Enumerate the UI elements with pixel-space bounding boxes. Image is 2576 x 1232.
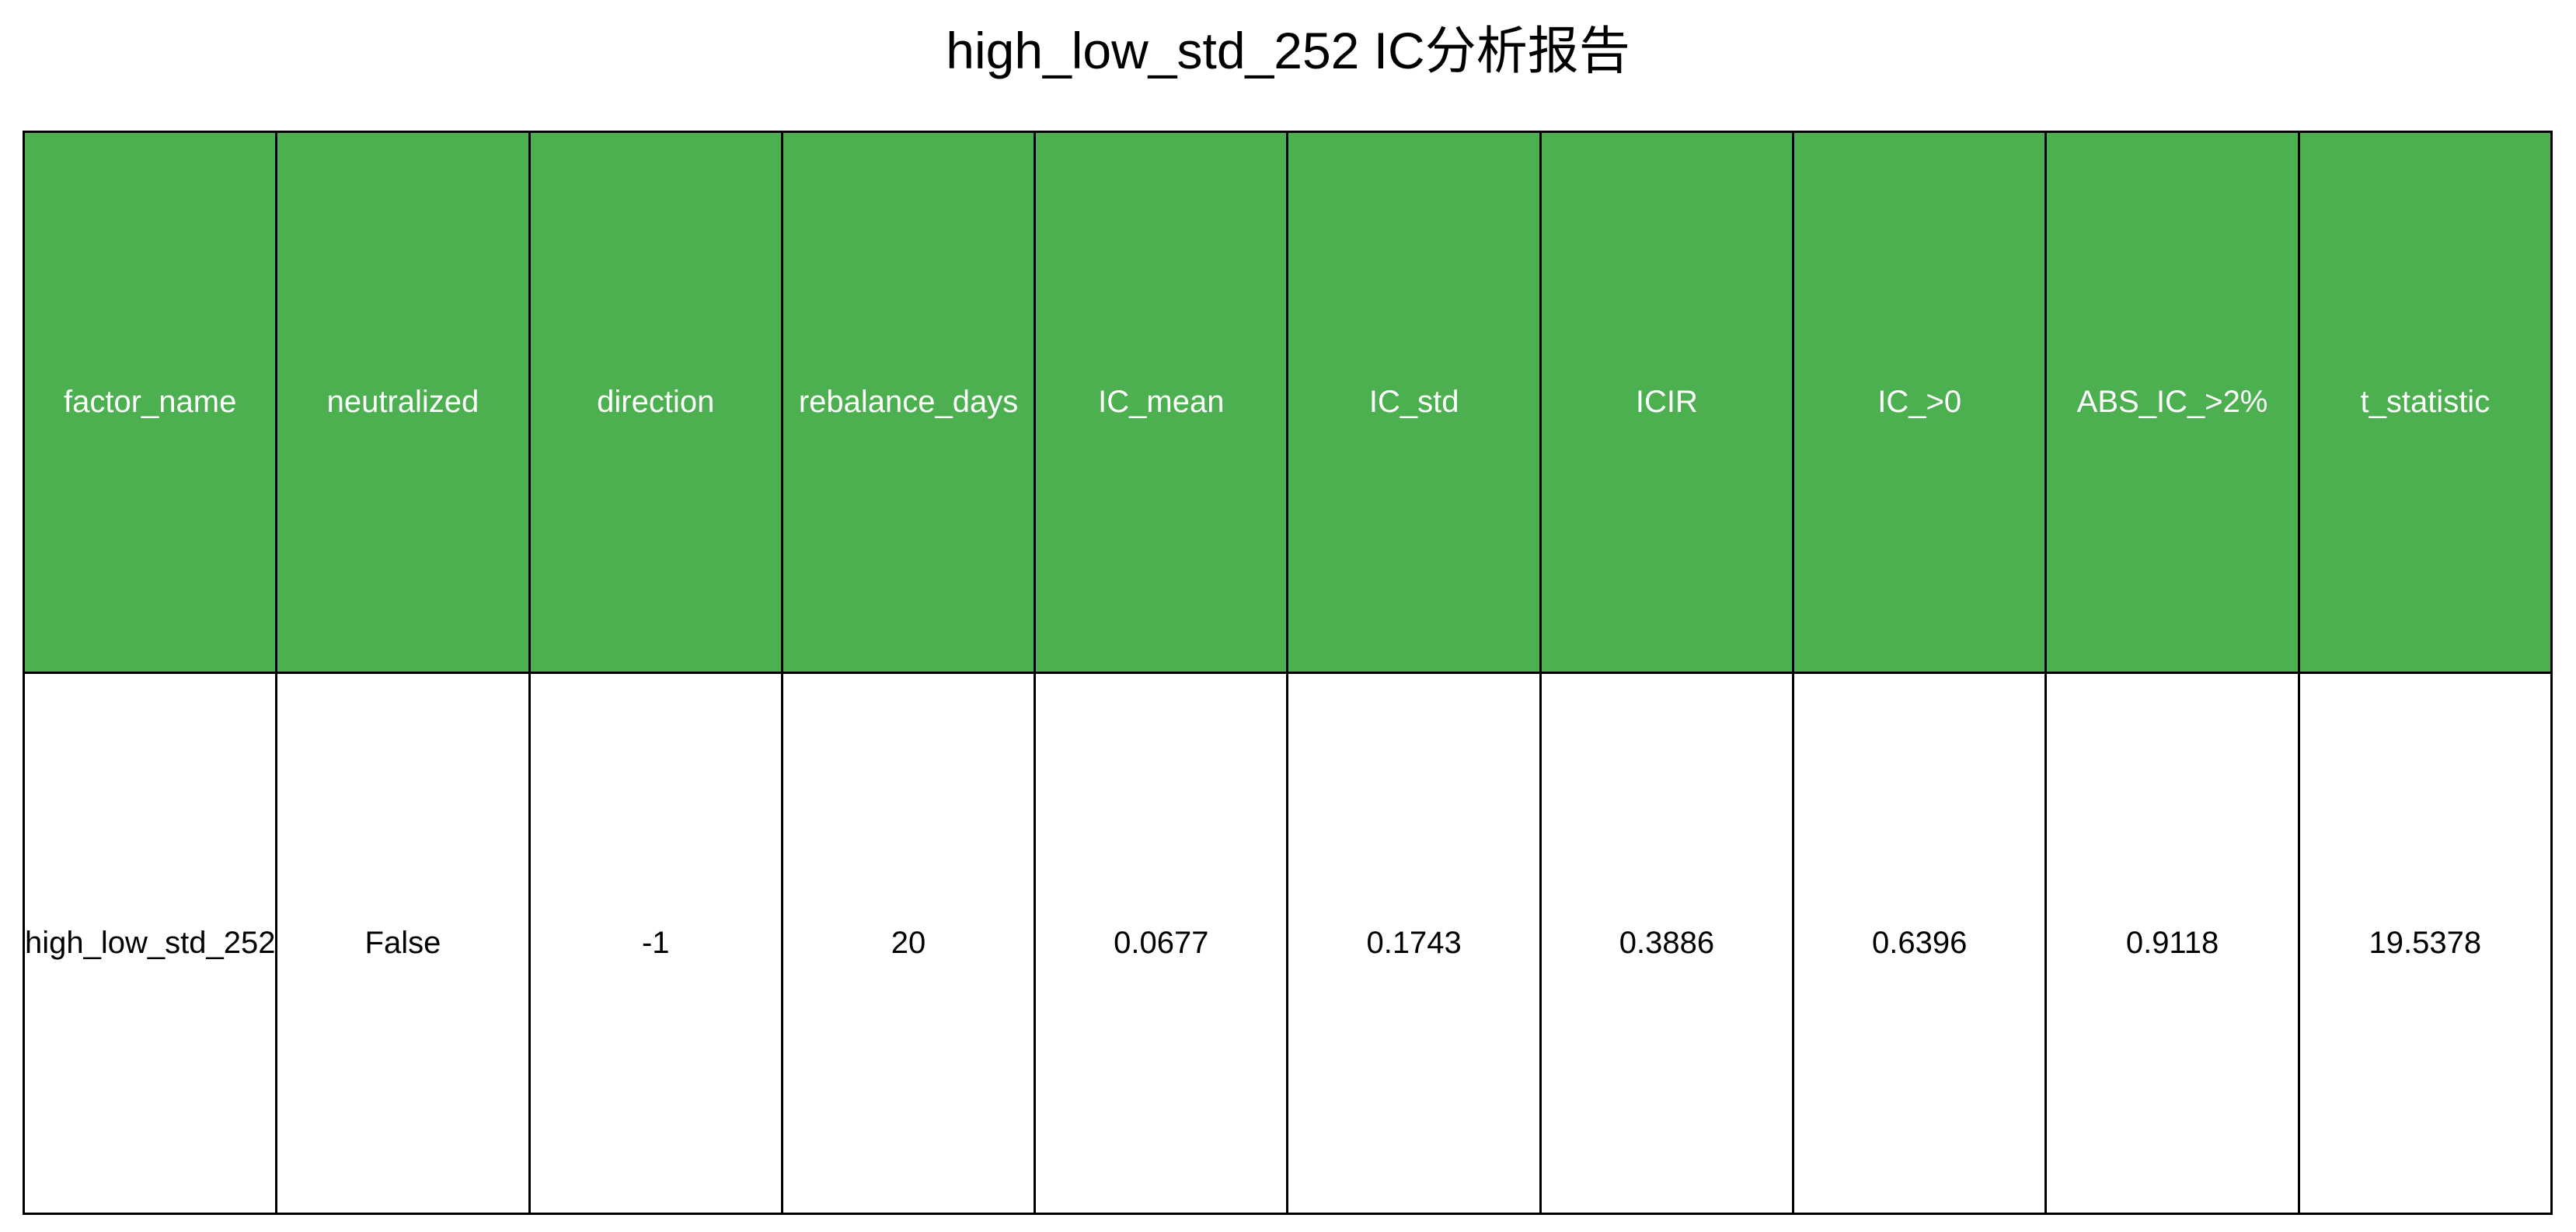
cell-ic-positive: 0.6396 [1792, 672, 2048, 1215]
ic-report-table: factor_name neutralized direction rebala… [22, 131, 2553, 1215]
header-cell-ic-std: IC_std [1286, 131, 1542, 674]
cell-abs-ic-over-2pct: 0.9118 [2044, 672, 2300, 1215]
cell-ic-mean: 0.0677 [1034, 672, 1289, 1215]
header-cell-ic-positive: IC_>0 [1792, 131, 2048, 674]
header-cell-direction: direction [528, 131, 783, 674]
table-row: high_low_std_252 False -1 20 0.0677 0.17… [22, 672, 2553, 1215]
chart-title: high_low_std_252 IC分析报告 [946, 22, 1630, 79]
cell-direction: -1 [528, 672, 783, 1215]
cell-neutralized: False [275, 672, 531, 1215]
cell-icir: 0.3886 [1539, 672, 1795, 1215]
header-cell-abs-ic-over-2pct: ABS_IC_>2% [2044, 131, 2300, 674]
header-cell-t-statistic: t_statistic [2297, 131, 2553, 674]
cell-factor-name: high_low_std_252 [22, 672, 278, 1215]
header-cell-icir: ICIR [1539, 131, 1795, 674]
header-row: factor_name neutralized direction rebala… [22, 131, 2553, 674]
cell-ic-std: 0.1743 [1286, 672, 1542, 1215]
header-cell-factor-name: factor_name [22, 131, 278, 674]
header-cell-ic-mean: IC_mean [1034, 131, 1289, 674]
header-cell-neutralized: neutralized [275, 131, 531, 674]
cell-rebalance-days: 20 [780, 672, 1037, 1215]
cell-t-statistic: 19.5378 [2297, 672, 2553, 1215]
header-cell-rebalance-days: rebalance_days [780, 131, 1037, 674]
